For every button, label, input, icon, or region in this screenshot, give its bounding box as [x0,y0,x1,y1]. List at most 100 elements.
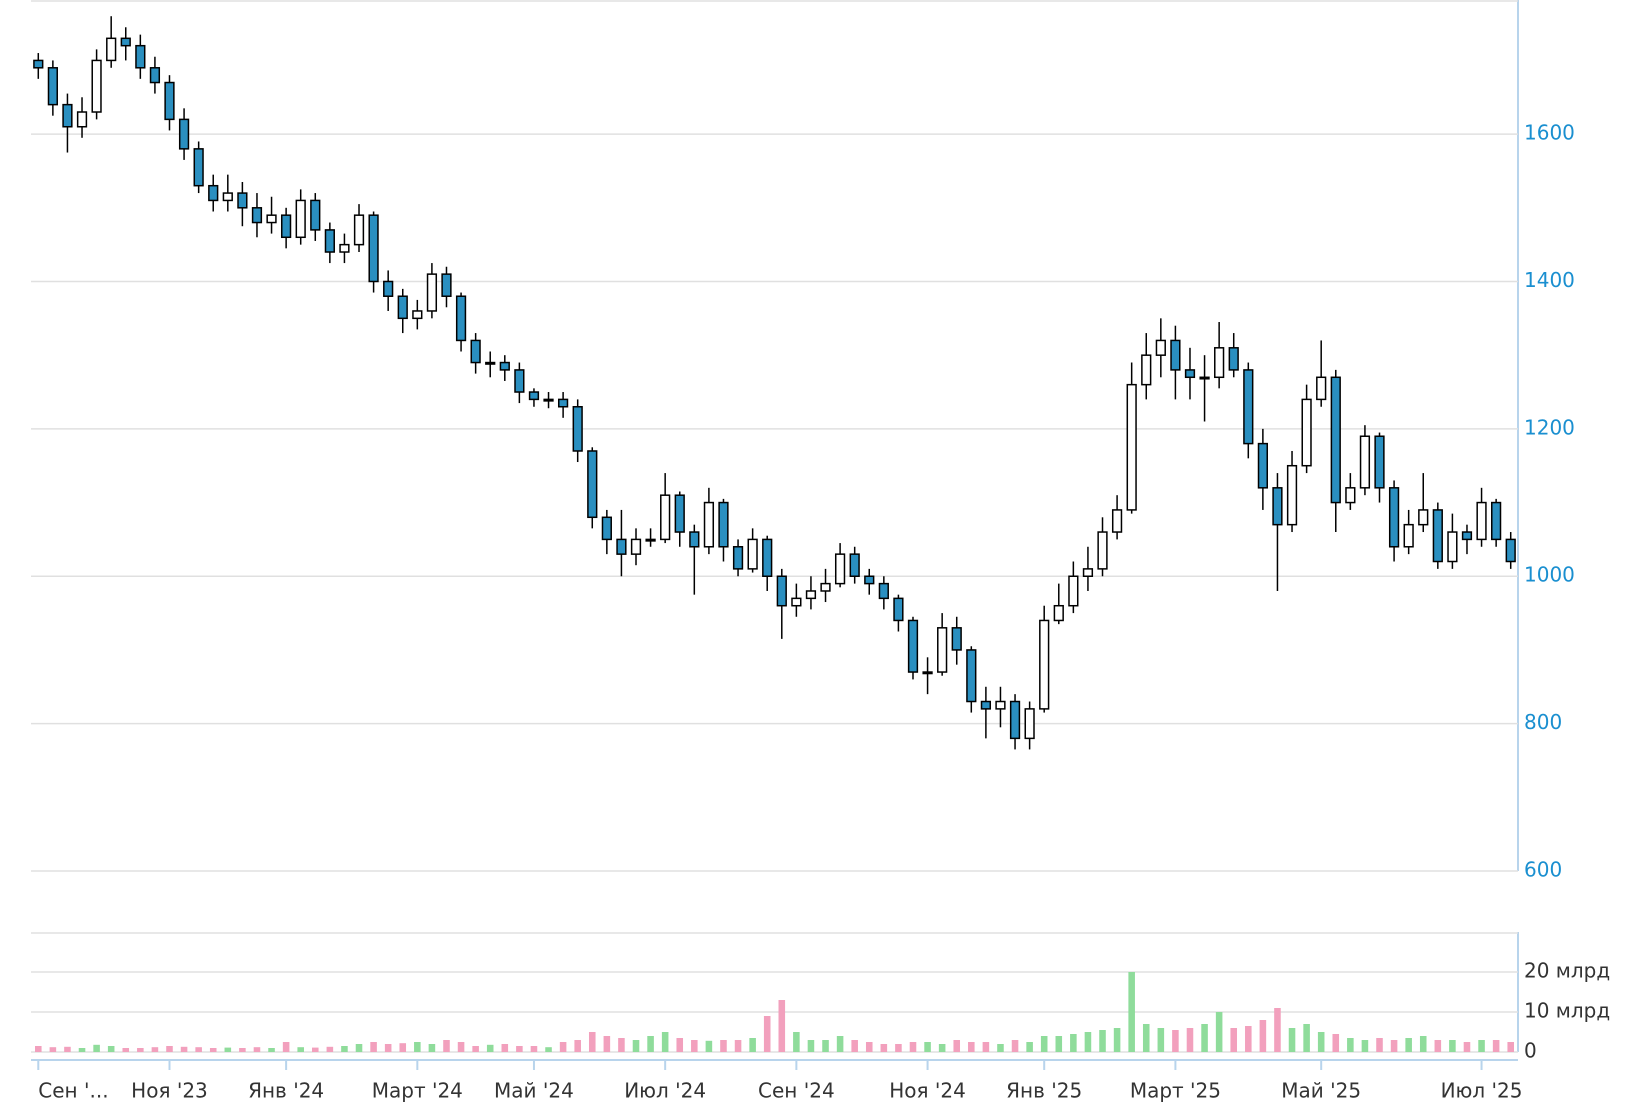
volume-bar [982,1042,990,1052]
candle-body [1243,369,1254,445]
volume-bar [1332,1034,1340,1052]
candle-body [251,207,263,224]
candle-body [966,649,977,703]
volume-bar [909,1042,917,1052]
volume-bar [1157,1028,1165,1052]
volume-bar [472,1046,479,1052]
candle-body [820,582,831,592]
candle-body [33,59,44,69]
y-tick-label: 20 млрд [1524,959,1610,983]
volume-bar [822,1040,829,1052]
candle-body [1345,487,1356,504]
volume-bar [705,1040,713,1052]
x-tick-label: Янв '25 [1006,1079,1082,1103]
candle-body [1082,568,1094,577]
volume-bar [516,1046,523,1052]
candle-body [1505,538,1516,563]
volume-bar [35,1046,42,1052]
volume-bar [1317,1032,1325,1052]
x-tick-label: Ноя '24 [889,1079,966,1103]
volume-bar [661,1032,669,1052]
volume-bar [297,1047,304,1052]
candle-body [1359,435,1371,489]
volume-bar [1215,1012,1223,1052]
candle-body [1418,509,1429,526]
volume-bar [209,1048,217,1052]
candle-body [193,148,204,187]
candle-body [470,339,481,364]
volume-bar [851,1040,858,1052]
volume-bar [1099,1030,1106,1052]
candle-body [1199,376,1210,380]
volume-bar [268,1048,275,1052]
candle-body [455,295,467,342]
volume-bar [603,1036,611,1052]
candle-body [62,103,73,128]
candle-body [237,192,248,209]
candle-body [1403,523,1414,548]
candle-body [849,553,860,577]
candle-body [1388,487,1400,548]
candle-body [645,538,656,542]
y-tick-label: 0 [1524,1039,1537,1063]
volume-bar [1040,1036,1048,1052]
candle-body [616,538,627,555]
volume-bar [1055,1036,1063,1052]
candle-body [1024,708,1035,740]
candle-body [572,406,583,452]
volume-bar [78,1048,86,1052]
candle-body [1214,347,1225,379]
candle-body [208,184,219,202]
volume-bar [997,1044,1004,1052]
candle-body [397,295,408,320]
volume-bar [1186,1028,1194,1052]
candle-body [1461,531,1473,541]
volume-bar [530,1046,538,1052]
candle-body [674,494,685,533]
candle-body [747,538,758,570]
candle-body [383,280,394,297]
volume-bar [1011,1040,1019,1052]
candle-body [1491,501,1502,541]
candle-body [353,214,365,246]
volume-bar [195,1047,202,1052]
volume-bar [676,1038,684,1052]
x-tick-label: Июл '25 [1441,1079,1523,1103]
candle-body [601,516,612,541]
x-tick-label: Янв '24 [248,1079,324,1103]
volume-bar [1201,1024,1208,1052]
candle-body [1009,700,1021,740]
candle-body [339,243,350,253]
candle-body [630,538,642,555]
x-tick-label: Март '25 [1130,1079,1221,1103]
volume-bar [778,1000,786,1052]
volume-bar [1390,1040,1398,1052]
candle-body [135,44,146,69]
candle-body [1155,339,1166,356]
y-tick-label: 10 млрд [1524,999,1610,1023]
volume-bar [1478,1040,1485,1052]
candle-body [1272,487,1283,526]
candle-body [178,118,190,150]
candle-body [1111,509,1123,533]
volume-bar [311,1047,319,1052]
volume-bar [93,1044,100,1052]
candle-body [1432,509,1443,563]
candle-body [412,310,423,320]
volume-bar [1245,1026,1252,1052]
candle-body [937,627,948,673]
volume-bar [1419,1036,1427,1052]
candle-body [980,700,992,710]
volume-bar [749,1038,756,1052]
volume-bar [968,1042,975,1052]
candle-body [106,37,117,62]
volume-bar [107,1046,115,1052]
candle-body [441,273,452,297]
candle-body [324,229,335,253]
candle-body [557,398,569,408]
volume-bar [895,1044,902,1052]
volume-bar [1463,1042,1471,1052]
volume-bar [924,1042,931,1052]
candle-body [776,575,787,607]
volume-bar [64,1046,71,1052]
